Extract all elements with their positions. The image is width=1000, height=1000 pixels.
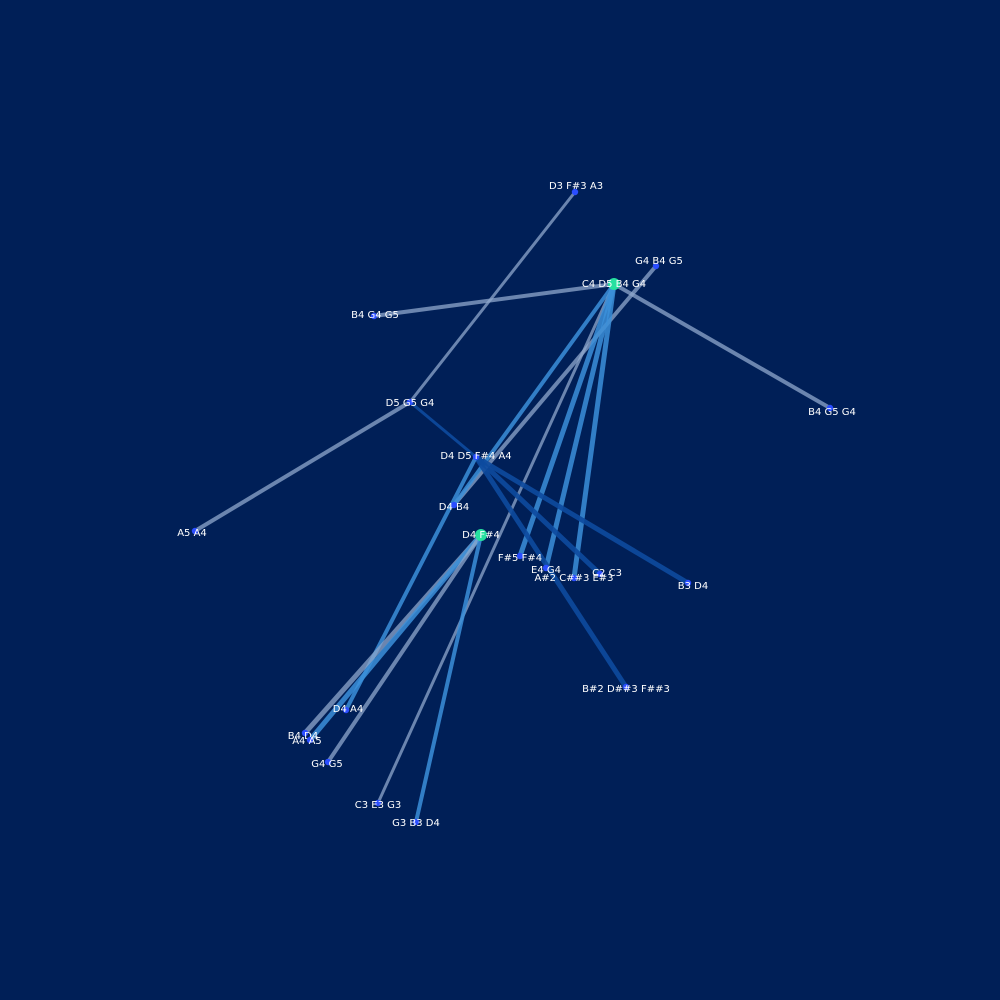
node-label: D4 B4 [439, 502, 469, 513]
edge-d4fs4-g3b3d4 [414, 533, 483, 824]
node-label: D5 G5 G4 [386, 398, 435, 409]
node-label: E4 G4 [531, 565, 561, 576]
node-marker[interactable] [571, 188, 579, 196]
node-marker[interactable] [475, 529, 487, 541]
node-layer: D3 F#3 A3 G4 B4 G5 C4 D5 B4 G4 B4 G4 G5 B4 G… [177, 181, 856, 829]
node-g3b3d4[interactable]: G3 B3 D4 [392, 818, 440, 829]
node-label: G4 B4 G5 [635, 256, 683, 267]
node-label: B4 G5 G4 [808, 407, 856, 418]
node-label: G3 B3 D4 [392, 818, 440, 829]
edge-c4d5b4g4-b4g5g4 [612, 282, 832, 410]
node-marker[interactable] [342, 706, 350, 714]
node-marker[interactable] [596, 570, 604, 578]
node-marker[interactable] [406, 398, 414, 406]
node-a5a4[interactable]: A5 A4 [177, 527, 207, 539]
node-g4g5[interactable]: G4 G5 [311, 758, 343, 770]
node-marker[interactable] [370, 312, 378, 320]
node-label: C4 D5 B4 G4 [582, 279, 646, 290]
node-as2[interactable]: A#2 C##3 E#3 [534, 573, 613, 584]
edge-c4d5b4g4-as2 [571, 281, 617, 581]
edge-c4d5b4g4-c3e3g3 [376, 282, 616, 805]
node-d4b4[interactable]: D4 B4 [439, 501, 469, 513]
node-label: G4 G5 [311, 759, 342, 770]
node-label: D4 A4 [333, 704, 363, 715]
node-c2c3[interactable]: C2 C3 [592, 568, 622, 579]
node-b4d4[interactable]: B4 D4 [288, 729, 318, 742]
node-marker[interactable] [301, 729, 309, 737]
node-c4d5b4g4[interactable]: C4 D5 B4 G4 [582, 278, 646, 290]
node-a4a5[interactable]: A4 A5 [292, 736, 322, 747]
node-marker[interactable] [191, 527, 199, 535]
node-d4d5fs4a4[interactable]: D4 D5 F#4 A4 [440, 451, 511, 462]
node-e4g4[interactable]: E4 G4 [531, 564, 561, 576]
edge-d5g5g4-d4d5fs4a4 [408, 400, 478, 459]
edge-c4d5b4g4-e4g4 [543, 281, 617, 571]
node-label: A4 A5 [292, 736, 322, 747]
node-marker[interactable] [306, 736, 314, 744]
node-label: B3 D4 [678, 581, 708, 592]
node-d3fs3a3[interactable]: D3 F#3 A3 [549, 181, 603, 196]
node-marker[interactable] [608, 278, 620, 290]
edge-d4d5fs4a4-bs2 [473, 454, 629, 690]
edge-d4fs4-a4a5 [307, 532, 484, 743]
node-d4fs4[interactable]: D4 F#4 [462, 529, 500, 541]
node-marker[interactable] [570, 574, 578, 582]
edge-layer [193, 190, 832, 824]
node-b4g5g4[interactable]: B4 G5 G4 [808, 404, 856, 418]
node-marker[interactable] [826, 404, 834, 412]
node-marker[interactable] [412, 818, 420, 826]
node-marker[interactable] [516, 552, 524, 560]
node-label: D4 F#4 [462, 530, 500, 541]
node-fs5fs4[interactable]: F#5 F#4 [498, 552, 542, 564]
node-marker[interactable] [652, 262, 660, 270]
node-label: D4 D5 F#4 A4 [440, 451, 511, 462]
node-d5g5g4[interactable]: D5 G5 G4 [386, 398, 435, 409]
node-b4g4g5[interactable]: B4 G4 G5 [351, 310, 399, 321]
node-marker[interactable] [374, 799, 382, 807]
edge-d5g5g4-a5a4 [193, 400, 412, 533]
node-label: F#5 F#4 [498, 553, 542, 564]
node-marker[interactable] [542, 564, 550, 572]
node-label: A5 A4 [177, 528, 207, 539]
node-g4b4g5[interactable]: G4 B4 G5 [635, 256, 683, 270]
node-c3e3g3[interactable]: C3 E3 G3 [355, 799, 402, 811]
node-bs2[interactable]: B#2 D##3 F##3 [582, 683, 670, 695]
node-marker[interactable] [324, 758, 332, 766]
edge-d3fs3a3-d5g5g4 [408, 190, 577, 404]
node-marker[interactable] [684, 579, 692, 587]
node-label: B4 D4 [288, 731, 318, 742]
node-marker[interactable] [472, 453, 480, 461]
node-marker[interactable] [622, 683, 630, 691]
node-b3d4[interactable]: B3 D4 [678, 579, 708, 592]
node-marker[interactable] [450, 501, 458, 509]
node-label: D3 F#3 A3 [549, 181, 603, 192]
node-label: C3 E3 G3 [355, 800, 402, 811]
edge-d4d5fs4a4-c2c3 [473, 454, 603, 577]
edge-c4d5b4g4-b4g4g5 [372, 282, 616, 318]
edge-d4fs4-g4g5 [326, 533, 483, 764]
edge-d4d5fs4a4-b3d4 [473, 454, 691, 586]
node-label: B4 G4 G5 [351, 310, 399, 321]
node-label: A#2 C##3 E#3 [534, 573, 613, 584]
node-label: B#2 D##3 F##3 [582, 684, 670, 695]
node-d4a4[interactable]: D4 A4 [333, 704, 363, 715]
node-label: C2 C3 [592, 568, 622, 579]
